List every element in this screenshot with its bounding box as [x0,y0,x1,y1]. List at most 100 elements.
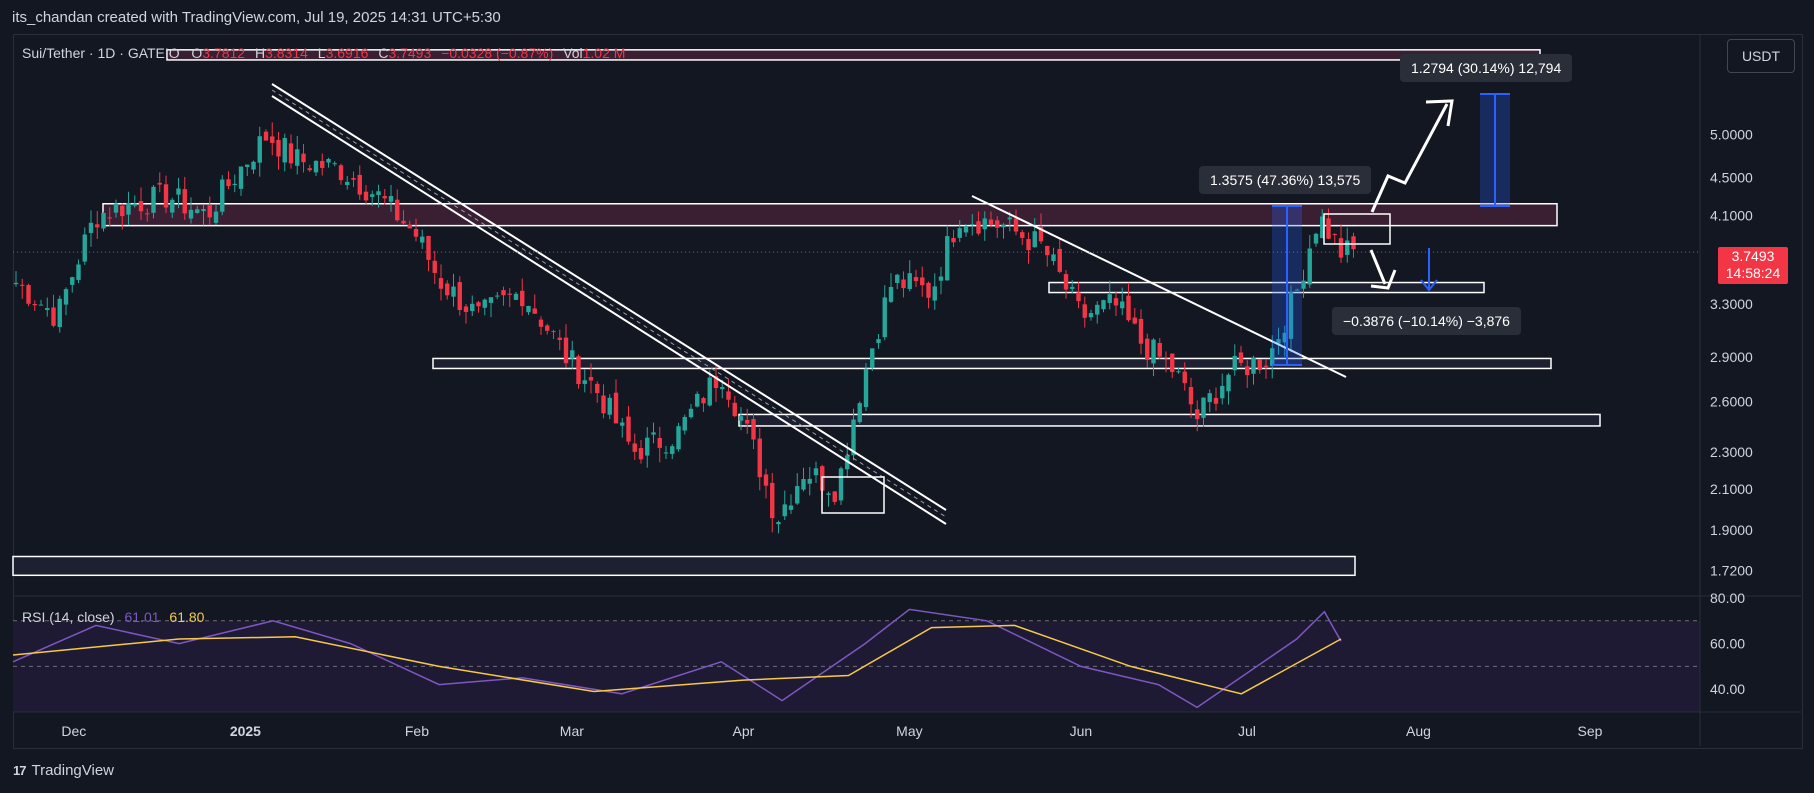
time-tick-label: Sep [1578,723,1603,739]
candle-body [413,229,419,237]
rsi-ma-line [12,624,1342,695]
candle-body [232,183,237,186]
candle-body [438,278,444,289]
candle-body [307,168,312,171]
candle-body [357,174,362,195]
time-tick-label: Jun [1070,723,1093,739]
candle-body [426,235,431,260]
candle-body [601,395,606,414]
rsi-label: RSI (14, close) [22,609,115,625]
candle-body [1207,393,1212,403]
candle-body [320,160,325,168]
candle-body [32,303,37,306]
candle-body [826,493,831,495]
candle-body [1063,274,1069,290]
candle-body [582,380,587,384]
candle-body [1170,353,1175,373]
candle-body [1251,357,1256,374]
open-value: 3.7812 [202,45,246,61]
candle-body [638,448,644,460]
candle-body [732,402,737,417]
candle-body [1182,371,1187,384]
candle-body [120,205,125,217]
price-tick-label: 2.9000 [1710,349,1753,365]
candle-body [1213,397,1219,404]
candle-body [1126,295,1131,321]
candle-body [1338,238,1344,258]
candle-body [882,297,887,338]
candle-body [345,181,350,186]
candle-body [1263,365,1269,367]
candle-body [263,131,269,141]
currency-button[interactable]: USDT [1727,39,1795,73]
candle-body [1282,332,1287,343]
candle-body [407,224,412,229]
candle-body [688,408,694,418]
candle-body [670,446,675,454]
tradingview-logo[interactable]: 17 TradingView [13,762,114,779]
candle-body [857,403,862,423]
candle-body [113,203,119,213]
candle-body [720,387,725,390]
trendline-mid [271,89,947,518]
candle-body [695,393,700,407]
base-box [821,476,885,514]
candle-body [1138,318,1144,344]
candle-body [938,276,944,281]
candle-body [951,238,956,243]
candle-body [907,273,912,289]
candle-body [51,307,56,326]
candle-body [270,136,275,143]
symbol-legend: Sui/Tether · 1D · GATEIO O3.7812 H3.8314… [22,45,631,61]
candle-body [1095,304,1100,315]
price-tick-label: 3.3000 [1710,296,1753,312]
candle-body [38,304,44,306]
candle-body [401,220,406,224]
candle-body [501,290,506,296]
candle-body [88,222,94,233]
candle-body [463,306,469,312]
candle-body [451,286,456,297]
candle-body [1113,298,1119,306]
candle-body [395,199,400,221]
last-price-tag: 3.7493 14:58:24 [1718,247,1788,284]
candle-body [151,186,156,213]
candle-body [645,437,650,456]
candle-body [1195,409,1200,420]
attribution-text: its_chandan created with TradingView.com… [12,9,501,26]
candle-body [182,189,187,214]
close-value: 3.7493 [388,45,432,61]
candle-body [338,165,344,181]
price-tick-label: 2.6000 [1710,394,1753,410]
projection-down-path [1369,249,1387,285]
candle-body [257,136,262,163]
candle-body [420,236,425,243]
candle-body [988,219,994,225]
candle-body [251,161,256,170]
candle-body [970,224,975,226]
consolidation-box [1323,213,1391,245]
candle-body [1270,348,1275,366]
time-tick-label: May [896,723,922,739]
candle-body [1201,397,1206,418]
candle-body [932,286,937,301]
candle-body [95,224,100,228]
candle-body [763,474,769,486]
candle-body [1026,239,1031,251]
zone-box [12,555,1356,577]
candle-body [838,468,844,501]
candle-body [432,260,437,273]
time-tick-label: Apr [733,723,755,739]
candle-body [1051,254,1056,261]
candle-body [588,376,594,381]
candle-body [363,191,369,201]
candle-body [295,149,300,166]
bar-countdown: 14:58:24 [1725,265,1781,281]
rsi-line [12,608,1342,709]
volume-value: 1.02 M [582,45,626,61]
candle-body [1020,232,1025,238]
candle-body [1013,218,1019,232]
candle-body [220,179,225,212]
candle-body [1295,289,1300,291]
